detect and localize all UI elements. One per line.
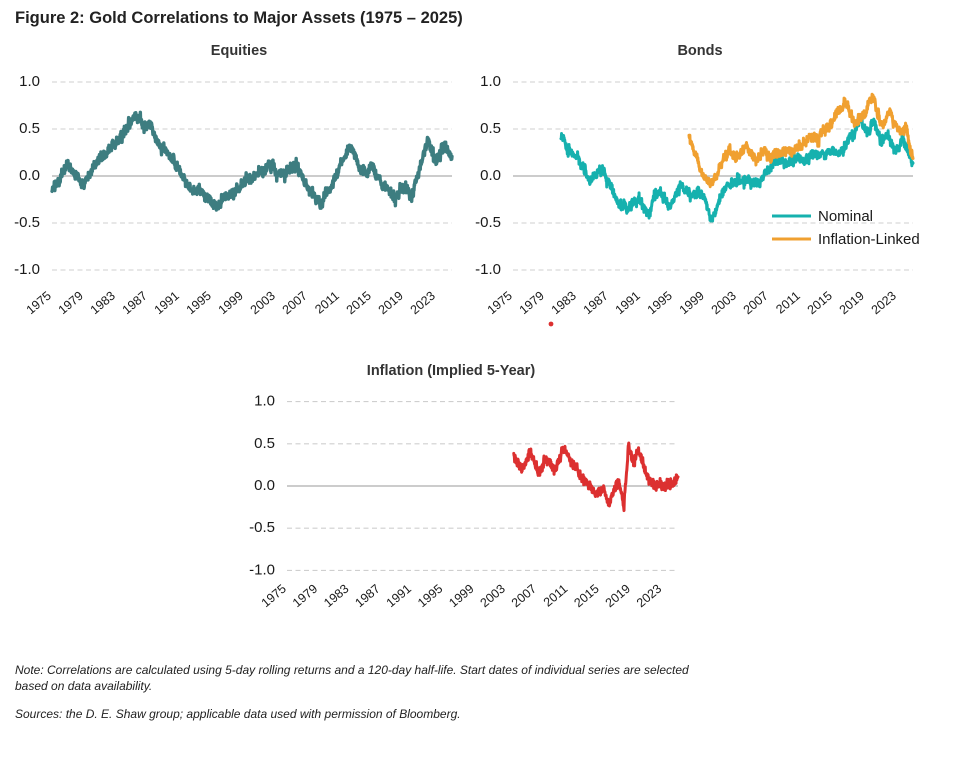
svg-text:1975: 1975 <box>485 289 515 318</box>
svg-text:0.5: 0.5 <box>254 435 275 452</box>
svg-text:1983: 1983 <box>549 289 579 318</box>
svg-text:1991: 1991 <box>152 289 182 318</box>
svg-text:1.0: 1.0 <box>254 393 275 410</box>
svg-text:2011: 2011 <box>773 289 803 317</box>
svg-text:0.5: 0.5 <box>480 120 501 137</box>
svg-text:2023: 2023 <box>869 289 899 318</box>
svg-text:2015: 2015 <box>344 289 374 318</box>
svg-text:Equities: Equities <box>211 43 267 59</box>
svg-text:0.0: 0.0 <box>19 167 40 184</box>
svg-text:0.0: 0.0 <box>254 477 275 494</box>
svg-text:2023: 2023 <box>634 582 664 611</box>
svg-text:2019: 2019 <box>837 289 867 318</box>
svg-text:-0.5: -0.5 <box>475 214 501 231</box>
svg-text:1979: 1979 <box>290 582 320 611</box>
svg-text:0.0: 0.0 <box>480 167 501 184</box>
svg-text:1999: 1999 <box>216 289 246 318</box>
svg-text:Inflation (Implied 5-Year): Inflation (Implied 5-Year) <box>367 363 536 379</box>
svg-text:1975: 1975 <box>259 582 289 611</box>
svg-text:-1.0: -1.0 <box>475 261 501 278</box>
svg-text:-0.5: -0.5 <box>14 214 40 231</box>
svg-text:Bonds: Bonds <box>677 43 722 59</box>
svg-text:1.0: 1.0 <box>480 73 501 90</box>
svg-text:1983: 1983 <box>88 289 118 318</box>
svg-text:1995: 1995 <box>415 582 445 611</box>
svg-text:1991: 1991 <box>384 582 414 611</box>
svg-text:1.0: 1.0 <box>19 73 40 90</box>
svg-text:1999: 1999 <box>446 582 476 611</box>
svg-text:2019: 2019 <box>376 289 406 318</box>
svg-text:-1.0: -1.0 <box>249 561 275 578</box>
svg-text:1983: 1983 <box>321 582 351 611</box>
svg-text:1987: 1987 <box>581 289 611 318</box>
svg-text:1975: 1975 <box>24 289 54 318</box>
svg-text:2011: 2011 <box>312 289 342 317</box>
svg-text:2007: 2007 <box>280 289 310 318</box>
svg-text:1995: 1995 <box>184 289 214 318</box>
svg-text:2019: 2019 <box>603 582 633 611</box>
svg-text:2007: 2007 <box>509 582 539 611</box>
svg-text:2015: 2015 <box>805 289 835 318</box>
svg-text:-0.5: -0.5 <box>249 519 275 536</box>
svg-text:1999: 1999 <box>677 289 707 318</box>
svg-text:1995: 1995 <box>645 289 675 318</box>
svg-text:2011: 2011 <box>541 582 571 610</box>
svg-text:2003: 2003 <box>478 582 508 611</box>
svg-text:-1.0: -1.0 <box>14 261 40 278</box>
svg-text:1979: 1979 <box>517 289 547 318</box>
svg-text:2015: 2015 <box>571 582 601 611</box>
svg-text:1987: 1987 <box>120 289 150 318</box>
svg-text:2003: 2003 <box>709 289 739 318</box>
svg-text:1987: 1987 <box>352 582 382 611</box>
svg-text:0.5: 0.5 <box>19 120 40 137</box>
svg-text:Nominal: Nominal <box>818 208 873 225</box>
svg-text:2007: 2007 <box>741 289 771 318</box>
svg-text:1991: 1991 <box>613 289 643 318</box>
svg-text:Inflation-Linked: Inflation-Linked <box>818 231 920 248</box>
svg-text:2003: 2003 <box>248 289 278 318</box>
svg-text:1979: 1979 <box>56 289 86 318</box>
svg-text:2023: 2023 <box>408 289 438 318</box>
